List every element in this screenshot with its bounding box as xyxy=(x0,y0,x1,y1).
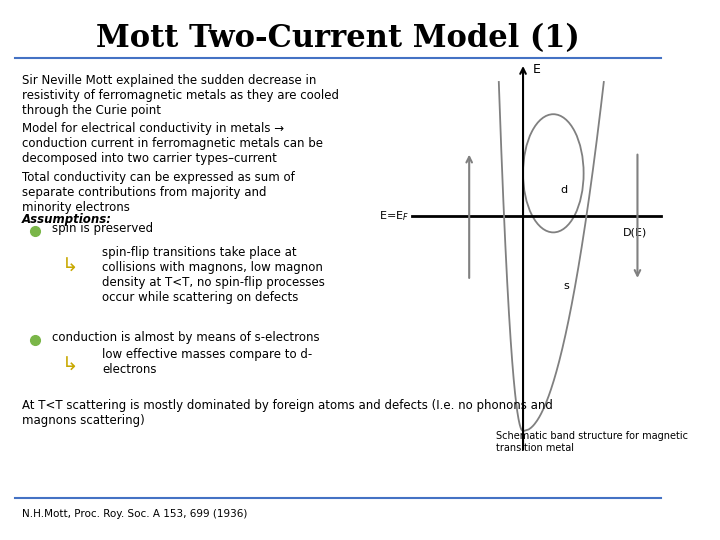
Text: s: s xyxy=(564,281,570,291)
Text: E: E xyxy=(533,63,541,76)
Text: At T<T⁣ scattering is mostly dominated by foreign atoms and defects (I.e. no pho: At T<T⁣ scattering is mostly dominated b… xyxy=(22,399,552,427)
Text: Model for electrical conductivity in metals →
conduction current in ferromagneti: Model for electrical conductivity in met… xyxy=(22,122,323,165)
Text: D(E): D(E) xyxy=(624,227,647,237)
Text: E=E$_F$: E=E$_F$ xyxy=(379,210,409,223)
Text: spin is preserved: spin is preserved xyxy=(52,222,153,235)
Text: Mott Two-Current Model (1): Mott Two-Current Model (1) xyxy=(96,23,580,54)
Text: Schematic band structure for magnetic
transition metal: Schematic band structure for magnetic tr… xyxy=(496,431,688,453)
Text: N.H.Mott, Proc. Roy. Soc. A 153, 699 (1936): N.H.Mott, Proc. Roy. Soc. A 153, 699 (19… xyxy=(22,509,247,519)
Text: spin-flip transitions take place at
collisions with magnons, low magnon
density : spin-flip transitions take place at coll… xyxy=(102,246,325,304)
Text: Total conductivity can be expressed as sum of
separate contributions from majori: Total conductivity can be expressed as s… xyxy=(22,171,294,214)
Text: ↳: ↳ xyxy=(62,356,78,375)
Text: conduction is almost by means of s-electrons: conduction is almost by means of s-elect… xyxy=(52,331,320,344)
Text: d: d xyxy=(560,185,567,195)
Text: Assumptions:: Assumptions: xyxy=(22,213,112,226)
Text: low effective masses compare to d-
electrons: low effective masses compare to d- elect… xyxy=(102,348,312,376)
Text: ↳: ↳ xyxy=(62,256,78,275)
Text: Sir Neville Mott explained the sudden decrease in
resistivity of ferromagnetic m: Sir Neville Mott explained the sudden de… xyxy=(22,74,338,117)
